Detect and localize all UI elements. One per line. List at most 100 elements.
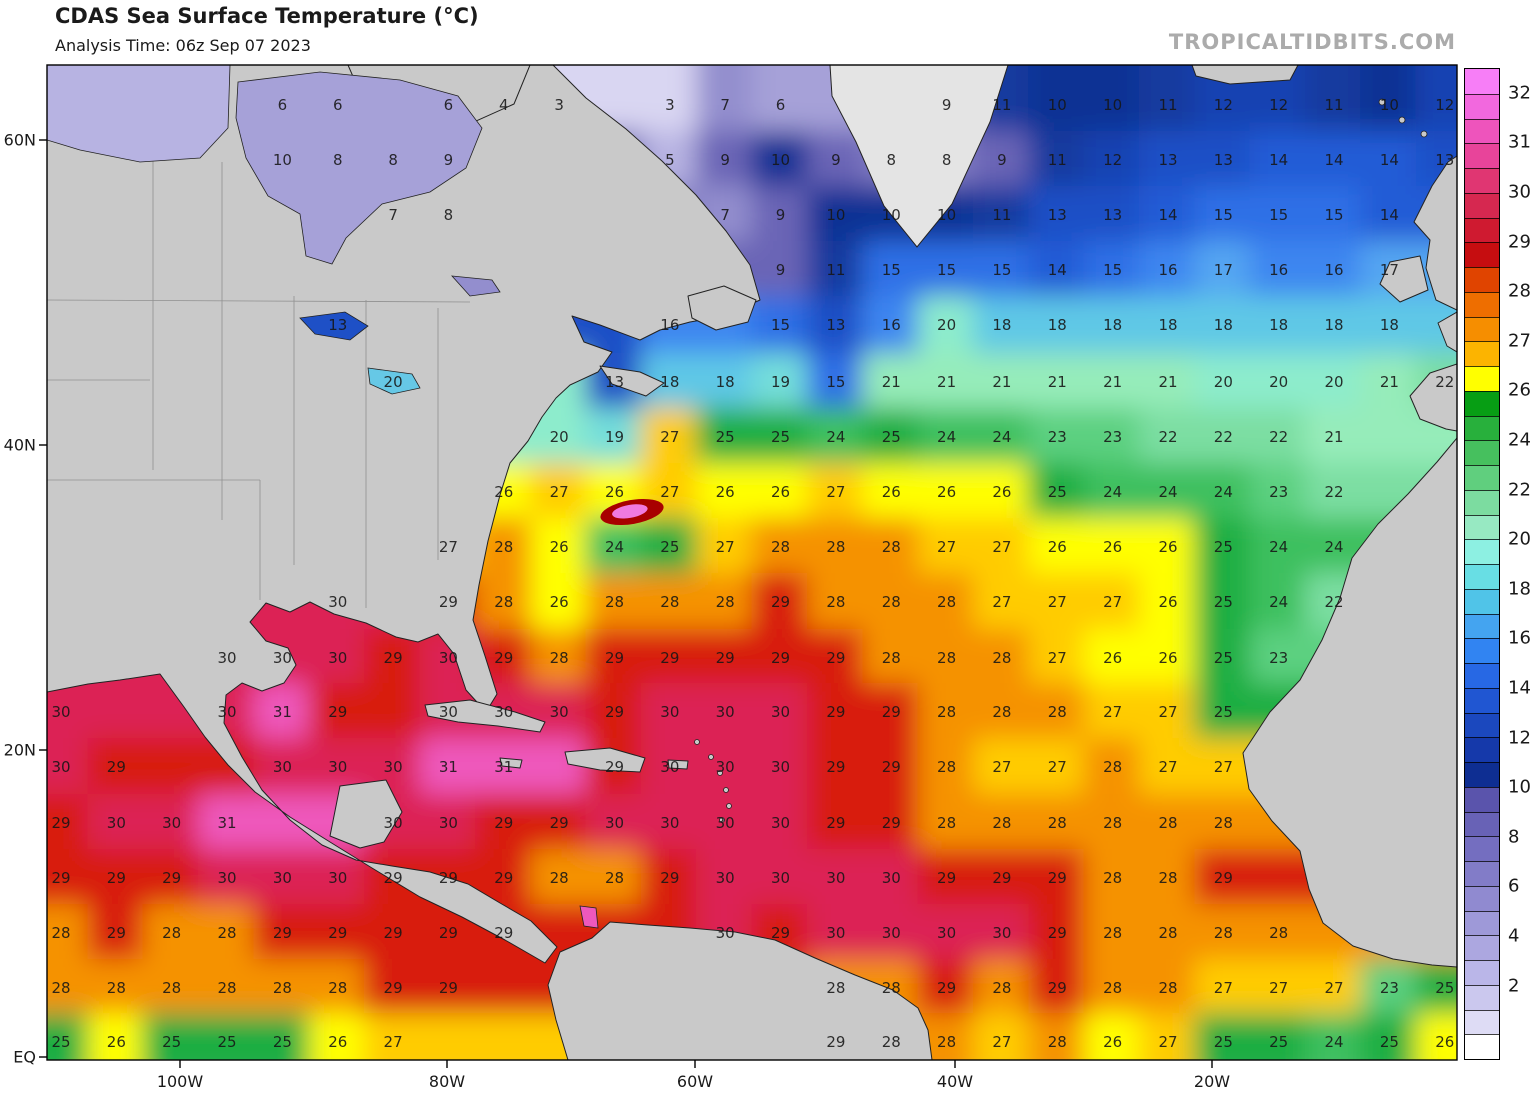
sst-value: 15	[882, 261, 901, 279]
colorbar-label: 4	[1508, 925, 1520, 947]
sst-value: 30	[826, 924, 845, 942]
sst-value: 29	[494, 869, 513, 887]
sst-value: 13	[826, 316, 845, 334]
sst-value: 27	[1214, 979, 1233, 997]
analysis-time: Analysis Time: 06z Sep 07 2023	[55, 36, 311, 55]
sst-value: 18	[1103, 316, 1122, 334]
sst-value: 30	[771, 814, 790, 832]
sst-value: 10	[1380, 96, 1399, 114]
land-north-america	[47, 65, 761, 964]
sst-value: 24	[1214, 483, 1233, 501]
sst-value: 8	[333, 151, 343, 169]
sst-value: 29	[937, 979, 956, 997]
colorbar-cell	[1465, 613, 1499, 639]
sst-value: 28	[273, 979, 292, 997]
colorbar-label: 29	[1508, 231, 1531, 253]
colorbar-label: 28	[1508, 280, 1531, 302]
sst-value: 29	[826, 703, 845, 721]
sst-value: 23	[1269, 483, 1288, 501]
sst-value: 22	[1214, 428, 1233, 446]
land-iceland	[1191, 65, 1299, 85]
sst-value: 5	[665, 151, 675, 169]
tropicaltidbits-watermark: TROPICALTIDBITS.COM	[1168, 30, 1456, 54]
sst-value: 29	[328, 703, 347, 721]
sst-value: 26	[1435, 1033, 1454, 1051]
sst-value: 30	[771, 869, 790, 887]
sst-value: 29	[1048, 979, 1067, 997]
sst-value: 10	[771, 151, 790, 169]
sst-value: 13	[1435, 151, 1454, 169]
sst-value: 30	[439, 703, 458, 721]
sst-value: 27	[660, 483, 679, 501]
sst-value: 11	[1048, 151, 1067, 169]
land-france	[1437, 311, 1457, 353]
sst-value: 29	[494, 649, 513, 667]
sst-value: 30	[771, 758, 790, 776]
colorbar-cell	[1465, 440, 1499, 465]
sst-value: 20	[550, 428, 569, 446]
sst-value: 23	[1048, 428, 1067, 446]
sst-value: 29	[771, 593, 790, 611]
sst-value: 28	[882, 979, 901, 997]
sst-value: 27	[1048, 758, 1067, 776]
sst-value: 3	[665, 96, 675, 114]
colorbar-cell	[1465, 93, 1499, 119]
colorbar-label: 24	[1508, 429, 1531, 451]
sst-value: 29	[605, 703, 624, 721]
colorbar-label: 26	[1508, 379, 1531, 401]
sst-value: 21	[882, 373, 901, 391]
sst-value: 6	[776, 96, 786, 114]
colorbar-cell	[1465, 1009, 1499, 1035]
colorbar-cell	[1465, 168, 1499, 193]
colorbar-cell	[1465, 737, 1499, 762]
sst-value: 28	[605, 593, 624, 611]
sst-value: 27	[1269, 979, 1288, 997]
sst-value: 24	[605, 538, 624, 556]
sst-value: 26	[1158, 593, 1177, 611]
land-puerto-rico	[667, 759, 689, 770]
sst-value: 29	[439, 593, 458, 611]
sst-value: 28	[1103, 869, 1122, 887]
sst-value: 20	[1269, 373, 1288, 391]
colorbar-label: 31	[1508, 131, 1531, 153]
sst-value: 14	[1325, 151, 1344, 169]
sst-value: 29	[439, 924, 458, 942]
sst-value: 12	[1269, 96, 1288, 114]
sst-value: 29	[937, 869, 956, 887]
land-nova-scotia	[599, 365, 665, 397]
sst-value: 24	[992, 428, 1011, 446]
colorbar-label: 30	[1508, 181, 1531, 203]
sst-value: 21	[1325, 428, 1344, 446]
sst-value: 28	[992, 703, 1011, 721]
sst-value: 24	[1325, 538, 1344, 556]
colorbar-cell	[1465, 638, 1499, 663]
sst-value-labels: 6 6 6 4 3 3 7 6 9 11 10 10 11 12 12 11 10 12 10 8 8 9 5 9 10 9 8 8 9…	[51, 96, 1454, 1051]
sst-value: 30	[992, 924, 1011, 942]
state-borders	[47, 152, 471, 608]
colorbar-cell	[1465, 341, 1499, 366]
sst-value: 30	[716, 758, 735, 776]
sst-value: 24	[1158, 483, 1177, 501]
sst-value: 28	[882, 1033, 901, 1051]
sst-value: 24	[1103, 483, 1122, 501]
sst-value: 7	[720, 96, 730, 114]
sst-value: 18	[660, 373, 679, 391]
sst-value: 15	[826, 373, 845, 391]
sst-value: 23	[1103, 428, 1122, 446]
sst-value: 29	[550, 814, 569, 832]
sst-value: 10	[1103, 96, 1122, 114]
sst-value: 14	[1158, 206, 1177, 224]
sst-value: 14	[1269, 151, 1288, 169]
colorbar-cell	[1465, 910, 1499, 936]
sst-value: 16	[1325, 261, 1344, 279]
sst-value: 27	[384, 1033, 403, 1051]
sst-value: 28	[162, 924, 181, 942]
sst-value: 30	[107, 814, 126, 832]
sst-value: 25	[771, 428, 790, 446]
sst-value: 18	[1325, 316, 1344, 334]
sst-value: 28	[882, 593, 901, 611]
colorbar-cell	[1465, 960, 1499, 985]
colorbar-cell	[1465, 390, 1499, 416]
sst-value: 24	[826, 428, 845, 446]
sst-value: 29	[716, 649, 735, 667]
